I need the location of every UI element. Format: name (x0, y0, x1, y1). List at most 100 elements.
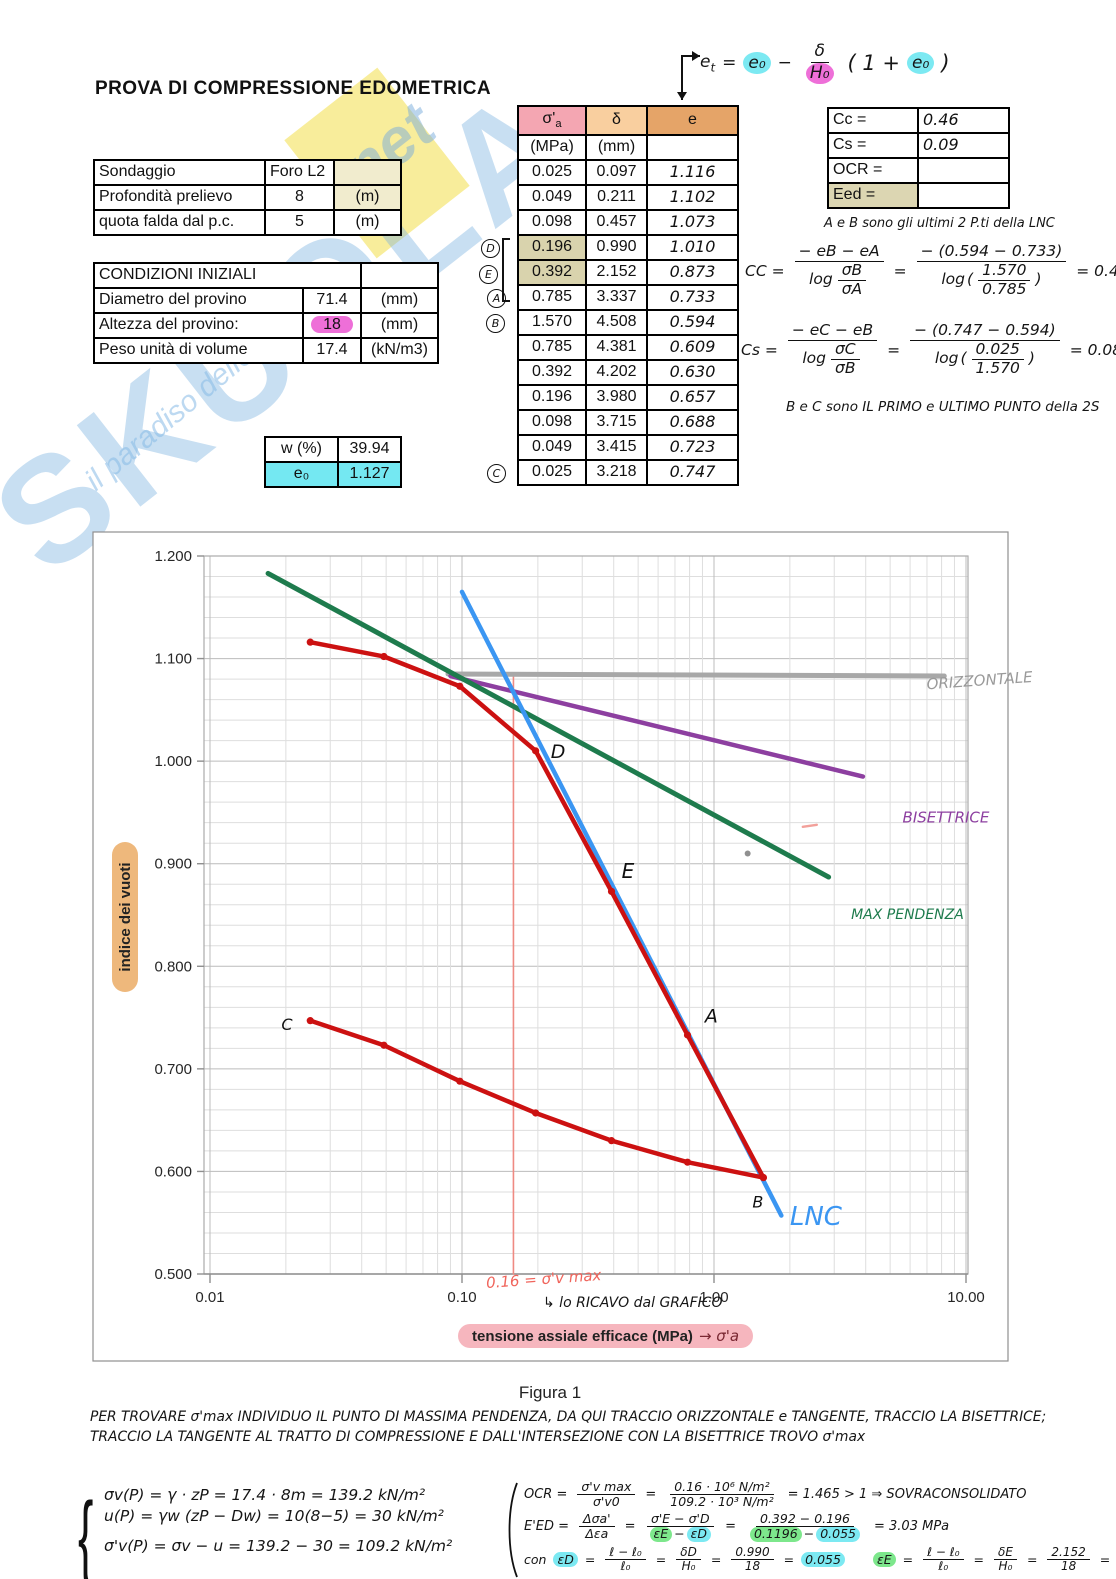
table-row: 0.392 4.202 0.630 (517, 359, 739, 386)
table-cell: (mm) (360, 287, 439, 314)
delta-cell: 0.457 (585, 209, 648, 236)
mark-A: A (487, 289, 506, 308)
table-cell: 71.4 (302, 287, 362, 314)
table-row: 0.049 0.211 1.102 (517, 184, 739, 211)
svg-text:1.00: 1.00 (699, 1289, 728, 1306)
chart-label-E: E (622, 859, 635, 883)
e-cell: 1.116 (646, 159, 739, 186)
unit-cell (646, 134, 739, 161)
delta-cell: 4.508 (585, 309, 648, 336)
ocr-line: OCR = σ'v max σ'v0 = 0.16 · 10⁶ N/m² 109.2… (524, 1479, 1027, 1510)
mark-E: E (479, 265, 498, 284)
water-content-table: w (%) 39.94 e₀ 1.127 (264, 436, 402, 488)
chart-label-LNC: LNC (790, 1202, 843, 1232)
table-cell: Diametro del provino (93, 287, 304, 314)
e-cell: 0.733 (646, 284, 739, 311)
sigma-cell: 0.025 (517, 159, 587, 186)
table-cell: e₀ (264, 461, 339, 488)
delta-cell: 3.218 (585, 459, 648, 486)
table-cell: Profondità prelievo (93, 184, 266, 211)
condizioni-iniziali-table: CONDIZIONI INIZIALI Diametro del provino… (93, 262, 439, 364)
procedure-note-line1: PER TROVARE σ'max INDIVIDUO IL PUNTO DI … (90, 1409, 1047, 1425)
table-cell (360, 262, 439, 289)
stress-calc-block: σv(P) = γ · zP = 17.4 · 8m = 139.2 kN/m²… (104, 1486, 452, 1555)
column-header-delta: δ (585, 105, 648, 136)
rows-bracket (502, 238, 510, 302)
e-cell: 0.630 (646, 359, 739, 386)
oedometer-data-table: σ'a δ e (MPa) (mm) 0.025 0.097 1.116 0.049… (517, 105, 739, 486)
sigma-cell: 0.785 (517, 334, 587, 361)
sigma-cell: 0.785 (517, 284, 587, 311)
result-label: Cc = (827, 107, 919, 134)
svg-text:1.200: 1.200 (154, 548, 192, 565)
cc-derivation: CC = − eB − eA log σB σA = − (0.594 − 0.7… (745, 242, 1116, 298)
system-brace: { (78, 1482, 94, 1579)
delta-cell: 4.202 (585, 359, 648, 386)
ocr-calc-block: OCR = σ'v max σ'v0 = 0.16 · 10⁶ N/m² 109.2… (524, 1479, 1116, 1574)
table-cell: 39.94 (337, 436, 402, 463)
pore-pressure-line: u(P) = γw (zP − Dw) = 10(8−5) = 30 kN/m² (104, 1507, 444, 1525)
table-cell: 18 (302, 312, 362, 339)
note-bc: B e C sono IL PRIMO e ULTIMO PUNTO della… (786, 399, 1100, 415)
e0-highlight: e₀ (743, 52, 771, 75)
sigma-cell: 0.025 (517, 459, 587, 486)
e-cell: 0.747 (646, 459, 739, 486)
delta-cell: 3.415 (585, 434, 648, 461)
table-cell: (m) (333, 209, 402, 236)
e-cell: 0.594 (646, 309, 739, 336)
svg-text:10.00: 10.00 (947, 1289, 985, 1306)
void-ratio-formula: et = e₀ − δ H₀ ( 1 + e₀ ) (700, 41, 950, 85)
eed-line: E'ED = Δσa' Δεa = σ'E − σ'D εE − εD = 0.392… (524, 1510, 950, 1542)
table-cell: 8 (264, 184, 335, 211)
svg-text:0.01: 0.01 (195, 1289, 224, 1306)
svg-text:0.700: 0.700 (154, 1061, 192, 1078)
sigma-v-line: σv(P) = γ · zP = 17.4 · 8m = 139.2 kN/m² (104, 1486, 426, 1504)
mark-C: C (487, 464, 506, 483)
sigma-cell: 0.392 (517, 259, 587, 286)
svg-text:0.800: 0.800 (154, 958, 192, 975)
delta-cell: 0.211 (585, 184, 648, 211)
sigma-cell: 0.196 (517, 234, 587, 261)
table-cell: (kN/m3) (360, 337, 439, 364)
table-row: 0.785 3.337 0.733 (517, 284, 739, 311)
formula-arrow (677, 51, 700, 100)
table-row: 0.392 2.152 0.873 (517, 259, 739, 286)
result-label: Cs = (827, 132, 919, 159)
table-row: 0.196 0.990 1.010 (517, 234, 739, 261)
delta-cell: 3.715 (585, 409, 648, 436)
e-cell: 0.688 (646, 409, 739, 436)
x-axis-title: tensione assiale efficace (MPa) → σ'a (458, 1324, 754, 1348)
e-cell: 0.873 (646, 259, 739, 286)
page-title: PROVA DI COMPRESSIONE EDOMETRICA (95, 78, 492, 99)
table-row: 0.098 0.457 1.073 (517, 209, 739, 236)
table-row: 0.785 4.381 0.609 (517, 334, 739, 361)
table-cell: quota falda dal p.c. (93, 209, 266, 236)
e-cell: 1.102 (646, 184, 739, 211)
table-row: 1.570 4.508 0.594 (517, 309, 739, 336)
column-header-e: e (646, 105, 739, 136)
result-label: OCR = (827, 157, 919, 184)
calc-bracket (508, 1482, 518, 1578)
series-bisettrice (448, 673, 866, 779)
result-value (917, 157, 1010, 184)
graph-note-annotation: ↳ lo RICAVO dal GRAFICO (543, 1295, 723, 1311)
svg-text:1.100: 1.100 (154, 651, 192, 668)
delta-cell: 2.152 (585, 259, 648, 286)
sigma-cell: 0.392 (517, 359, 587, 386)
svg-text:0.600: 0.600 (154, 1163, 192, 1180)
series-orizzontale (445, 671, 947, 679)
sigma-cell: 0.049 (517, 184, 587, 211)
result-value (917, 182, 1010, 209)
table-cell: Sondaggio (93, 159, 266, 186)
note-ab: A e B sono gli ultimi 2 P.ti della LNC (824, 216, 1055, 231)
table-cell: Foro L2 (264, 159, 335, 186)
effective-stress-line: σ'v(P) = σv − u = 139.2 − 30 = 109.2 kN/… (104, 1537, 453, 1555)
chart-label-MAX PENDENZA: MAX PENDENZA (851, 907, 964, 923)
sondaggio-table: Sondaggio Foro L2 Profondità prelievo 8 … (93, 159, 402, 236)
chart-label-B: B (752, 1192, 763, 1211)
chart-label-A: A (703, 1006, 718, 1028)
sigma-cell: 1.570 (517, 309, 587, 336)
table-row: 0.098 3.715 0.688 (517, 409, 739, 436)
table-cell: Altezza del provino: (93, 312, 304, 339)
